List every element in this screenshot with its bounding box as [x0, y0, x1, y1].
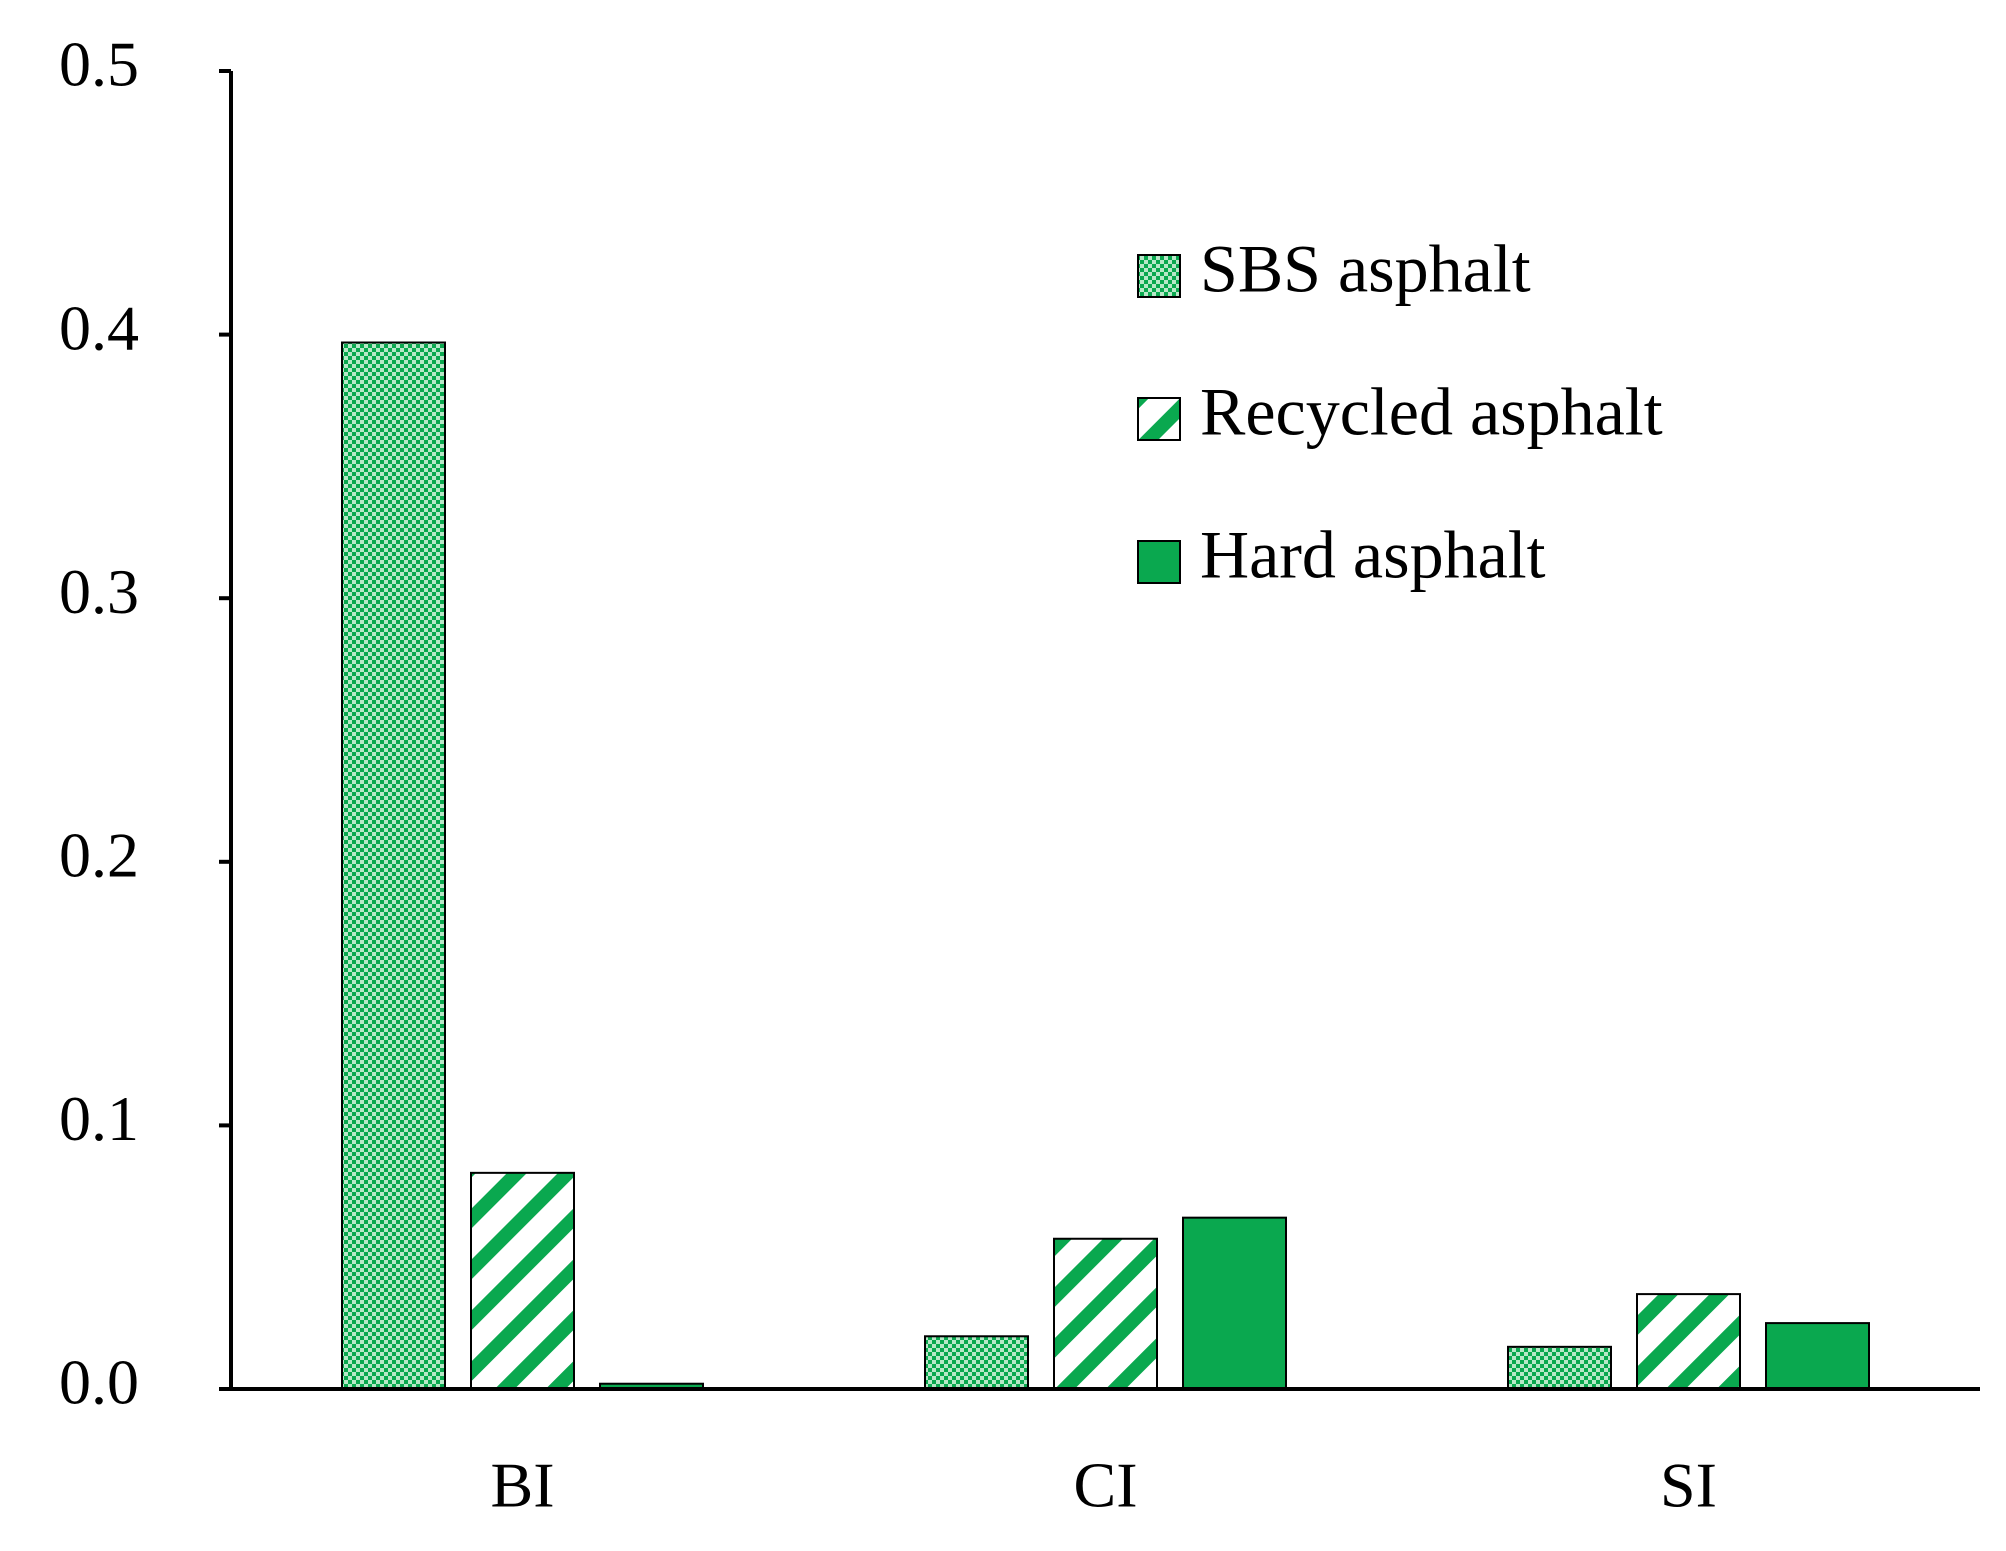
- bar: [924, 1335, 1029, 1391]
- x-tick-label: CI: [1074, 1450, 1138, 1521]
- bar: [1182, 1216, 1287, 1391]
- y-tick-label: 0.0: [59, 1347, 139, 1418]
- bar: [1053, 1237, 1158, 1391]
- x-tick-label: BI: [491, 1450, 555, 1521]
- y-tick-label: 0.4: [59, 292, 139, 363]
- y-tick-label: 0.2: [59, 819, 139, 890]
- y-tick-label: 0.5: [59, 29, 139, 100]
- bar: [1765, 1322, 1870, 1390]
- y-tick-label: 0.1: [59, 1083, 139, 1154]
- legend-swatch: [1137, 540, 1181, 584]
- legend-label: Hard asphalt: [1200, 517, 1546, 593]
- bar: [341, 341, 446, 1390]
- y-tick-label: 0.3: [59, 556, 139, 627]
- bar: [1636, 1293, 1741, 1390]
- x-tick-label: SI: [1660, 1450, 1717, 1521]
- legend-label: SBS asphalt: [1200, 231, 1531, 307]
- bar: [470, 1171, 575, 1391]
- legend-swatch: [1137, 254, 1181, 298]
- bar: [1507, 1345, 1612, 1390]
- legend-label: Recycled asphalt: [1200, 374, 1663, 450]
- legend-swatch: [1137, 397, 1181, 441]
